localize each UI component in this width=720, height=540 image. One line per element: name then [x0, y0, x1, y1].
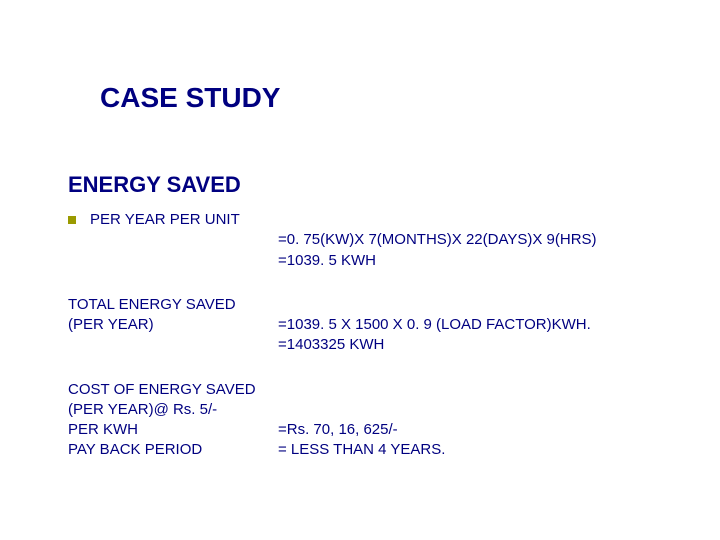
cost-label1: COST OF ENERGY SAVED [68, 380, 668, 400]
per-year-unit-label: PER YEAR PER UNIT [90, 210, 240, 230]
cost-row: PER KWH =Rs. 70, 16, 625/- [68, 420, 668, 440]
cost-value: =Rs. 70, 16, 625/- [278, 420, 668, 440]
bullet-icon [68, 216, 76, 224]
per-year-unit-line2: =1039. 5 KWH [278, 251, 668, 271]
cost-label3: PER KWH [68, 420, 278, 440]
cost-section: COST OF ENERGY SAVED (PER YEAR)@ Rs. 5/-… [68, 380, 668, 461]
total-energy-line1: =1039. 5 X 1500 X 0. 9 (LOAD FACTOR)KWH. [278, 315, 668, 335]
cost-label2: (PER YEAR)@ Rs. 5/- [68, 400, 668, 420]
payback-value: = LESS THAN 4 YEARS. [278, 440, 668, 460]
total-energy-section: TOTAL ENERGY SAVED (PER YEAR) =1039. 5 X… [68, 295, 668, 356]
payback-label: PAY BACK PERIOD [68, 440, 278, 460]
total-energy-label2: (PER YEAR) [68, 315, 278, 335]
content-area: PER YEAR PER UNIT =0. 75(KW)X 7(MONTHS)X… [68, 210, 668, 461]
bullet-row: PER YEAR PER UNIT [68, 210, 668, 230]
slide-title: CASE STUDY [100, 82, 280, 114]
total-energy-row: (PER YEAR) =1039. 5 X 1500 X 0. 9 (LOAD … [68, 315, 668, 335]
slide-subtitle: ENERGY SAVED [68, 172, 241, 198]
total-energy-line2: =1403325 KWH [278, 335, 668, 355]
per-year-unit-line1: =0. 75(KW)X 7(MONTHS)X 22(DAYS)X 9(HRS) [278, 230, 668, 250]
total-energy-label1: TOTAL ENERGY SAVED [68, 295, 668, 315]
per-year-unit-section: PER YEAR PER UNIT =0. 75(KW)X 7(MONTHS)X… [68, 210, 668, 271]
payback-row: PAY BACK PERIOD = LESS THAN 4 YEARS. [68, 440, 668, 460]
